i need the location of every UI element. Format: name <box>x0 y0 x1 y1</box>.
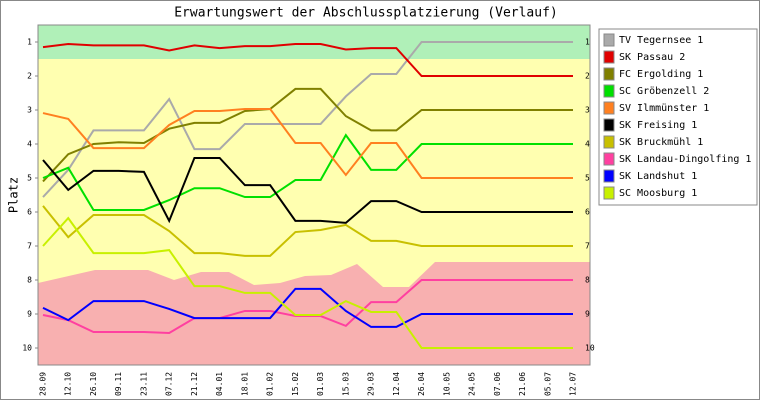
x-tick-label: 24.05 <box>468 372 477 396</box>
series-line <box>42 156 573 224</box>
series-line <box>42 133 573 211</box>
legend-label: SK Landau-Dingolfing 1 <box>619 154 751 165</box>
x-tick-label: 18.01 <box>240 372 249 396</box>
y-tick-label: 5 <box>27 174 32 183</box>
series-line <box>42 205 573 257</box>
x-tick-label: 21.12 <box>190 372 199 396</box>
y-tick-label-right: 3 <box>585 106 590 115</box>
y-tick-label-right: 5 <box>585 174 590 183</box>
x-tick-label: 21.06 <box>518 372 527 396</box>
legend <box>598 28 758 206</box>
series-line <box>42 287 573 328</box>
series-line <box>42 41 573 198</box>
x-tick-label: 01.02 <box>266 372 275 396</box>
legend-swatch <box>603 67 615 81</box>
x-tick-label: 12.04 <box>392 372 401 396</box>
chart-title: Erwartungswert der Abschlussplatzierung … <box>174 6 558 21</box>
y-tick-label-right: 9 <box>585 310 590 319</box>
y-tick-label-right: 1 <box>585 38 590 47</box>
y-tick-label: 2 <box>27 72 32 81</box>
x-tick-label: 12.07 <box>569 372 578 396</box>
y-tick-label: 10 <box>22 344 32 353</box>
legend-swatch <box>603 101 615 115</box>
legend-swatch <box>603 33 615 47</box>
legend-swatch <box>603 152 615 166</box>
y-tick-label: 1 <box>27 38 32 47</box>
x-tick-label: 26.10 <box>89 372 98 396</box>
y-tick-label-right: 8 <box>585 276 590 285</box>
series-line <box>42 279 573 335</box>
legend-label: SK Freising 1 <box>619 120 697 131</box>
y-tick-label: 9 <box>27 310 32 319</box>
legend-label: SK Passau 2 <box>619 52 685 63</box>
x-tick-label: 29.03 <box>367 372 376 396</box>
y-tick-label: 3 <box>27 106 32 115</box>
x-tick-label: 15.03 <box>341 372 350 396</box>
x-tick-label: 15.02 <box>291 372 300 396</box>
y-tick-label: 7 <box>27 242 32 251</box>
plot-frame <box>37 24 591 366</box>
series-line <box>42 43 573 77</box>
legend-label: SK Bruckmühl 1 <box>619 137 703 148</box>
legend-label: SC Gröbenzell 2 <box>619 86 709 97</box>
legend-swatch <box>603 118 615 132</box>
x-tick-label: 01.03 <box>316 372 325 396</box>
x-tick-label: 09.11 <box>114 372 123 396</box>
legend-label: SC Moosburg 1 <box>619 188 697 199</box>
legend-swatch <box>603 84 615 98</box>
y-tick-label-right: 6 <box>585 208 590 217</box>
series-line <box>42 87 573 183</box>
legend-label: TV Tegernsee 1 <box>619 35 703 46</box>
legend-swatch <box>603 135 615 149</box>
x-tick-label: 10.05 <box>442 372 451 396</box>
zone-bottom <box>38 262 590 365</box>
y-tick-label: 6 <box>27 208 32 217</box>
x-tick-label: 23.11 <box>139 372 148 396</box>
x-tick-label: 28.09 <box>39 372 48 396</box>
legend-label: FC Ergolding 1 <box>619 69 703 80</box>
legend-swatch <box>603 169 615 183</box>
legend-label: SK Landshut 1 <box>619 171 697 182</box>
x-tick-label: 07.12 <box>165 372 174 396</box>
y-tick-label: 4 <box>27 140 32 149</box>
legend-swatch <box>603 50 615 64</box>
x-tick-label: 05.07 <box>543 372 552 396</box>
x-tick-label: 12.10 <box>64 372 73 396</box>
x-tick-label: 04.01 <box>215 372 224 396</box>
legend-label: SV Ilmmünster 1 <box>619 103 709 114</box>
series-line <box>42 107 573 179</box>
x-tick-label: 26.04 <box>417 372 426 396</box>
y-tick-label-right: 10 <box>585 344 595 353</box>
series-line <box>42 216 573 349</box>
y-tick-label-right: 4 <box>585 140 590 149</box>
legend-swatch <box>603 186 615 200</box>
y-axis-label: Platz <box>7 177 21 213</box>
x-tick-label: 07.06 <box>493 372 502 396</box>
y-tick-label-right: 2 <box>585 72 590 81</box>
y-tick-label-right: 7 <box>585 242 590 251</box>
y-tick-label: 8 <box>27 276 32 285</box>
